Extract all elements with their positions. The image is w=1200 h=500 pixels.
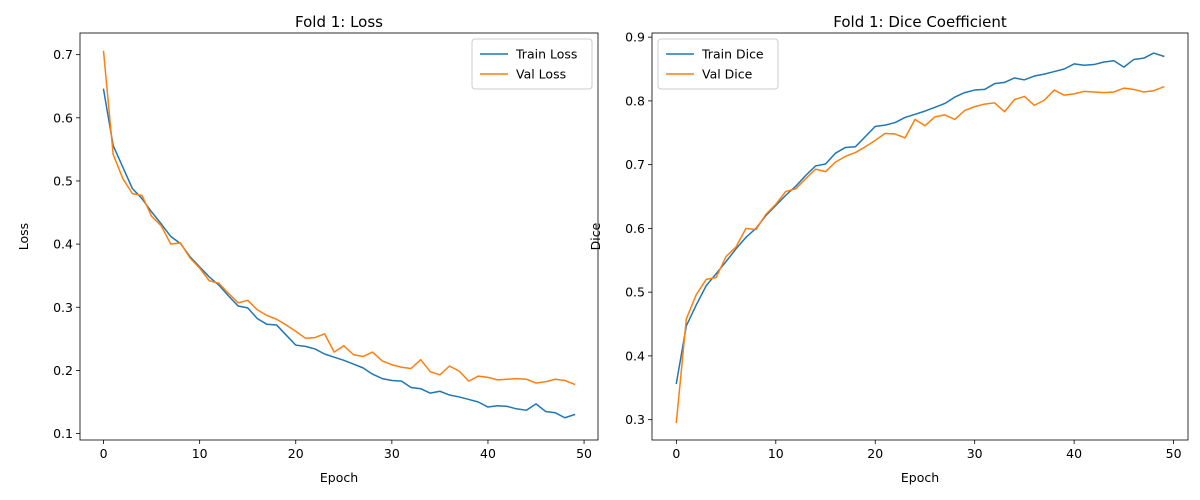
legend-label: Train Loss	[515, 47, 577, 62]
y-tick-label: 0.8	[625, 93, 645, 108]
series-line-val-loss	[102, 50, 576, 386]
y-tick-label: 0.4	[53, 237, 73, 252]
y-axis-label: Dice	[588, 222, 603, 250]
y-tick-label: 0.2	[53, 363, 73, 378]
x-axis-label: Epoch	[320, 470, 358, 485]
x-tick-label: 20	[288, 446, 304, 461]
legend: Train Dice Val Dice	[657, 38, 779, 90]
x-tick-label: 10	[192, 446, 208, 461]
series-line-val-dice	[675, 85, 1165, 424]
chart-title: Fold 1: Loss	[295, 13, 383, 31]
x-tick-label: 30	[384, 446, 400, 461]
y-tick-label: 0.3	[625, 412, 645, 427]
x-tick-label: 40	[480, 446, 496, 461]
series-lines	[102, 50, 576, 419]
y-tick-label: 0.7	[625, 157, 645, 172]
legend-box	[471, 38, 593, 90]
chart-panel-2: Fold 1: Dice Coefficient 0 10 20 30 40 50 0.3 0.…	[588, 13, 1189, 485]
y-tick-label: 0.6	[625, 221, 645, 236]
legend-label: Val Dice	[702, 67, 753, 82]
x-axis-label: Epoch	[901, 470, 939, 485]
plot-frame	[79, 32, 599, 441]
x-tick-label: 10	[768, 446, 784, 461]
x-tick-label: 50	[1166, 446, 1182, 461]
series-lines	[675, 52, 1165, 424]
x-tick-label: 0	[672, 446, 680, 461]
x-tick-label: 40	[1066, 446, 1082, 461]
legend-box	[657, 38, 779, 90]
y-tick-label: 0.1	[53, 426, 73, 441]
series-line-train-loss	[102, 88, 576, 419]
x-tick-label: 20	[867, 446, 883, 461]
y-tick-label: 0.7	[53, 47, 73, 62]
y-tick-label: 0.3	[53, 300, 73, 315]
legend-label: Train Dice	[701, 47, 764, 62]
y-tick-label: 0.5	[625, 285, 645, 300]
y-tick-label: 0.4	[625, 348, 645, 363]
x-tick-label: 0	[100, 446, 108, 461]
y-tick-label: 0.9	[625, 30, 645, 45]
legend-label: Val Loss	[516, 67, 566, 82]
series-line-train-dice	[675, 52, 1165, 385]
x-tick-label: 50	[576, 446, 592, 461]
y-tick-label: 0.6	[53, 110, 73, 125]
x-tick-label: 30	[967, 446, 983, 461]
chart-panel-1: Fold 1: Loss 0 10 20 30 40 50 0.1 0.2 0.3 0.4 0.5 0.…	[16, 13, 599, 485]
legend: Train Loss Val Loss	[471, 38, 593, 90]
plot-frame	[651, 32, 1189, 441]
y-tick-label: 0.5	[53, 173, 73, 188]
chart-title: Fold 1: Dice Coefficient	[833, 13, 1007, 31]
y-axis-label: Loss	[16, 223, 31, 250]
